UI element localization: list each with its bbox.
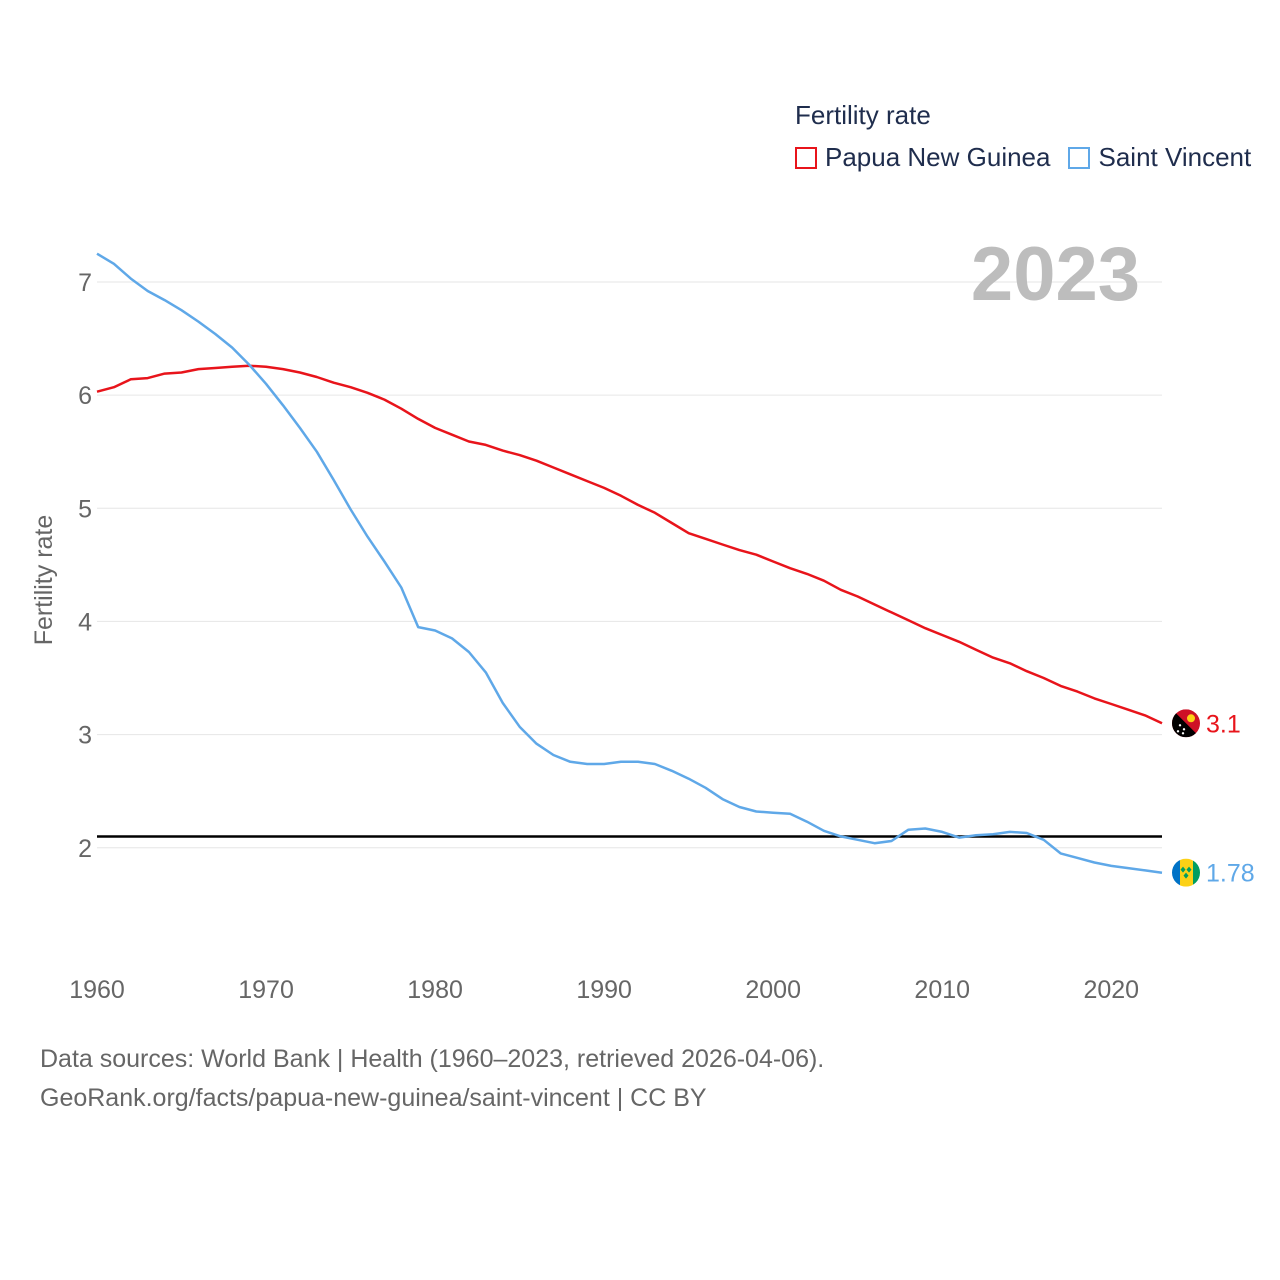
legend-title: Fertility rate — [795, 100, 931, 130]
end-value-label-papua-new-guinea: 3.1 — [1206, 710, 1241, 738]
series-line-papua-new-guinea[interactable] — [96, 364, 1163, 725]
series-line-saint-vincent[interactable] — [96, 252, 1163, 874]
legend-label-papua-new-guinea: Papua New Guinea — [825, 142, 1051, 172]
year-watermark: 2023 — [971, 232, 1140, 317]
x-tick-label: 2010 — [914, 976, 970, 1004]
footer-sources: Data sources: World Bank | Health (1960–… — [40, 1045, 825, 1073]
y-tick-label: 5 — [78, 495, 92, 523]
y-tick-label: 7 — [78, 269, 92, 297]
x-tick-label: 2000 — [745, 976, 801, 1004]
legend-item-saint-vincent[interactable]: Saint Vincent — [1068, 142, 1251, 173]
x-tick-label: 1990 — [576, 976, 632, 1004]
footer-link[interactable]: GeoRank.org/facts/papua-new-guinea/saint… — [40, 1084, 707, 1112]
x-axis: 1960 1970 1980 1990 2000 2010 2020 — [69, 976, 1139, 1004]
saint-vincent-flag-icon — [1172, 858, 1200, 887]
x-tick-label: 1970 — [238, 976, 294, 1004]
y-tick-label: 2 — [78, 835, 92, 863]
series-lines — [96, 252, 1163, 874]
y-axis: 2 3 4 5 6 7 — [78, 269, 92, 863]
legend: Papua New Guinea Saint Vincent — [795, 142, 1269, 173]
y-tick-label: 4 — [78, 608, 92, 636]
x-tick-label: 1960 — [69, 976, 125, 1004]
x-tick-label: 2020 — [1083, 976, 1139, 1004]
end-value-label-saint-vincent: 1.78 — [1206, 860, 1255, 888]
legend-label-saint-vincent: Saint Vincent — [1098, 142, 1252, 172]
series-end-markers: 3.1 1.78 — [1172, 709, 1255, 888]
legend-swatch-saint-vincent — [1068, 146, 1091, 169]
y-tick-label: 3 — [78, 722, 92, 750]
papua-new-guinea-flag-icon — [1172, 709, 1200, 738]
legend-item-papua-new-guinea[interactable]: Papua New Guinea — [795, 142, 1050, 173]
y-tick-label: 6 — [78, 382, 92, 410]
x-tick-label: 1980 — [407, 976, 463, 1004]
y-axis-label: Fertility rate — [30, 515, 58, 646]
legend-swatch-papua-new-guinea — [795, 146, 817, 169]
